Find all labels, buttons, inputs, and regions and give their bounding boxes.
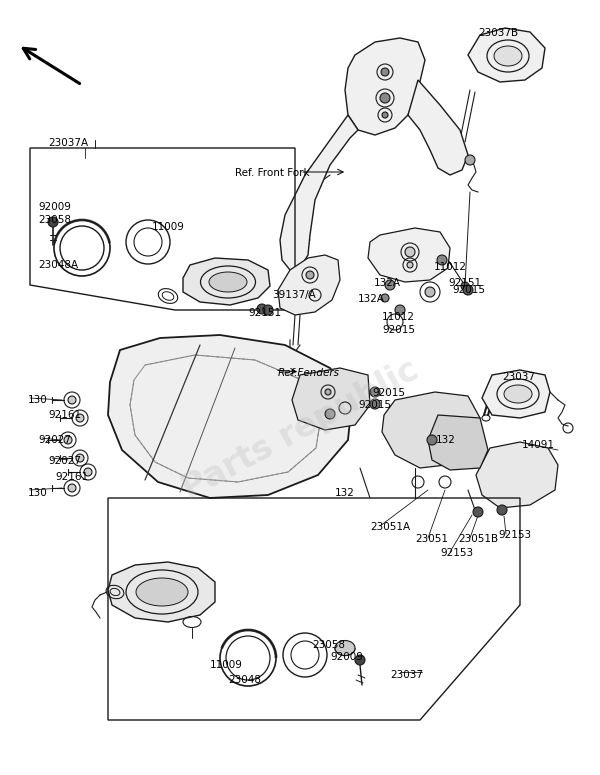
Circle shape — [407, 262, 413, 268]
Text: 11012: 11012 — [434, 262, 467, 272]
Text: 92009: 92009 — [38, 202, 71, 212]
Text: 92009: 92009 — [330, 652, 363, 662]
Circle shape — [355, 655, 365, 665]
Circle shape — [370, 387, 380, 397]
Ellipse shape — [494, 46, 522, 66]
Text: 23058: 23058 — [312, 640, 345, 650]
Polygon shape — [183, 258, 270, 305]
Text: 92161: 92161 — [48, 410, 81, 420]
Circle shape — [461, 282, 469, 290]
Circle shape — [257, 304, 267, 314]
Text: 23051A: 23051A — [370, 522, 410, 532]
Circle shape — [84, 468, 92, 476]
Text: 132A: 132A — [374, 278, 401, 288]
Text: 23058: 23058 — [38, 215, 71, 225]
Text: 132: 132 — [436, 435, 456, 445]
Circle shape — [263, 305, 273, 315]
Circle shape — [68, 396, 76, 404]
Polygon shape — [476, 442, 558, 508]
Circle shape — [325, 389, 331, 395]
Text: 23048: 23048 — [228, 675, 261, 685]
Circle shape — [437, 255, 447, 265]
Text: 23037A: 23037A — [48, 138, 88, 148]
Circle shape — [68, 484, 76, 492]
Text: 11009: 11009 — [152, 222, 185, 232]
Polygon shape — [368, 228, 450, 282]
Circle shape — [381, 68, 389, 76]
Text: 92161: 92161 — [55, 472, 88, 482]
Text: 23037B: 23037B — [478, 28, 518, 38]
Polygon shape — [108, 562, 215, 622]
Polygon shape — [345, 38, 425, 135]
Polygon shape — [468, 28, 545, 82]
Text: Ref. Front Fork: Ref. Front Fork — [235, 168, 310, 178]
Text: 92151: 92151 — [248, 308, 281, 318]
Circle shape — [76, 454, 84, 462]
Text: 92027: 92027 — [48, 456, 81, 466]
Ellipse shape — [136, 578, 188, 606]
Text: 23051B: 23051B — [458, 534, 498, 544]
Text: 132: 132 — [335, 488, 355, 498]
Polygon shape — [382, 392, 480, 468]
Circle shape — [473, 507, 483, 517]
Text: Ref.Fenders: Ref.Fenders — [278, 368, 340, 378]
Ellipse shape — [335, 640, 355, 656]
Text: 23051: 23051 — [415, 534, 448, 544]
Circle shape — [306, 271, 314, 279]
Text: 92153: 92153 — [498, 530, 531, 540]
Circle shape — [405, 247, 415, 257]
Circle shape — [381, 294, 389, 302]
Circle shape — [463, 285, 473, 295]
Text: 92015: 92015 — [372, 388, 405, 398]
Text: 23037: 23037 — [502, 372, 535, 382]
Circle shape — [64, 436, 72, 444]
Circle shape — [465, 155, 475, 165]
Polygon shape — [428, 415, 488, 470]
Text: 92015: 92015 — [452, 285, 485, 295]
Polygon shape — [292, 368, 370, 430]
Text: 92015: 92015 — [358, 400, 391, 410]
Text: 92027: 92027 — [38, 435, 71, 445]
Circle shape — [380, 93, 390, 103]
Circle shape — [395, 305, 405, 315]
Text: 11009: 11009 — [210, 660, 243, 670]
Text: 14091: 14091 — [522, 440, 555, 450]
Text: 92015: 92015 — [382, 325, 415, 335]
Text: 23037: 23037 — [390, 670, 423, 680]
Circle shape — [385, 280, 395, 290]
Polygon shape — [408, 80, 468, 175]
Circle shape — [497, 505, 507, 515]
Circle shape — [325, 409, 335, 419]
Polygon shape — [280, 115, 358, 270]
Text: 92151: 92151 — [448, 278, 481, 288]
Ellipse shape — [504, 385, 532, 403]
Polygon shape — [278, 255, 340, 315]
Polygon shape — [482, 370, 550, 418]
Circle shape — [76, 414, 84, 422]
Text: 23048A: 23048A — [38, 260, 78, 270]
Text: 130: 130 — [28, 488, 48, 498]
Ellipse shape — [209, 272, 247, 292]
Text: 132A: 132A — [358, 294, 385, 304]
Circle shape — [427, 435, 437, 445]
Text: 39137/A: 39137/A — [272, 290, 316, 300]
Circle shape — [382, 112, 388, 118]
Circle shape — [370, 399, 380, 409]
Circle shape — [425, 287, 435, 297]
Text: 11012: 11012 — [382, 312, 415, 322]
Text: 92153: 92153 — [440, 548, 473, 558]
Circle shape — [48, 217, 58, 227]
Text: Parts republic: Parts republic — [176, 353, 424, 506]
Polygon shape — [108, 335, 352, 498]
Text: 130: 130 — [28, 395, 48, 405]
